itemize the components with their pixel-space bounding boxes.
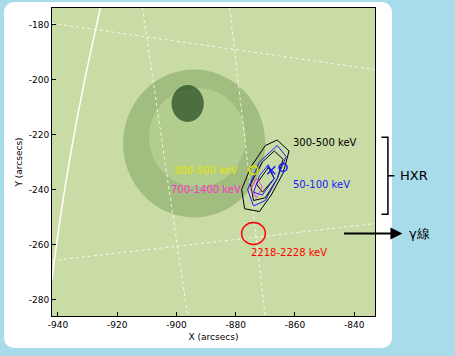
svg-text:-940: -940 bbox=[48, 320, 69, 330]
svg-text:HXR: HXR bbox=[400, 168, 428, 183]
svg-text:-240: -240 bbox=[29, 185, 50, 195]
svg-text:-220: -220 bbox=[29, 130, 50, 140]
svg-text:-900: -900 bbox=[166, 320, 187, 330]
svg-text:X (arcsecs): X (arcsecs) bbox=[189, 332, 239, 342]
svg-text:-860: -860 bbox=[285, 320, 306, 330]
svg-text:300-500 keV: 300-500 keV bbox=[293, 137, 357, 148]
svg-text:-280: -280 bbox=[29, 295, 50, 305]
svg-text:50-100 keV: 50-100 keV bbox=[293, 179, 350, 190]
svg-text:300-500 keV: 300-500 keV bbox=[174, 165, 238, 176]
svg-text:-200: -200 bbox=[29, 75, 50, 85]
svg-text:γ線: γ線 bbox=[409, 226, 430, 241]
svg-text:-180: -180 bbox=[29, 20, 50, 30]
svg-text:2218-2228 keV: 2218-2228 keV bbox=[251, 247, 327, 258]
svg-text:-920: -920 bbox=[107, 320, 128, 330]
svg-text:-880: -880 bbox=[226, 320, 247, 330]
svg-text:-840: -840 bbox=[344, 320, 365, 330]
svg-text:700-1400 keV: 700-1400 keV bbox=[171, 184, 241, 195]
svg-text:Y (arcsecs): Y (arcsecs) bbox=[14, 137, 24, 187]
svg-text:-260: -260 bbox=[29, 240, 50, 250]
